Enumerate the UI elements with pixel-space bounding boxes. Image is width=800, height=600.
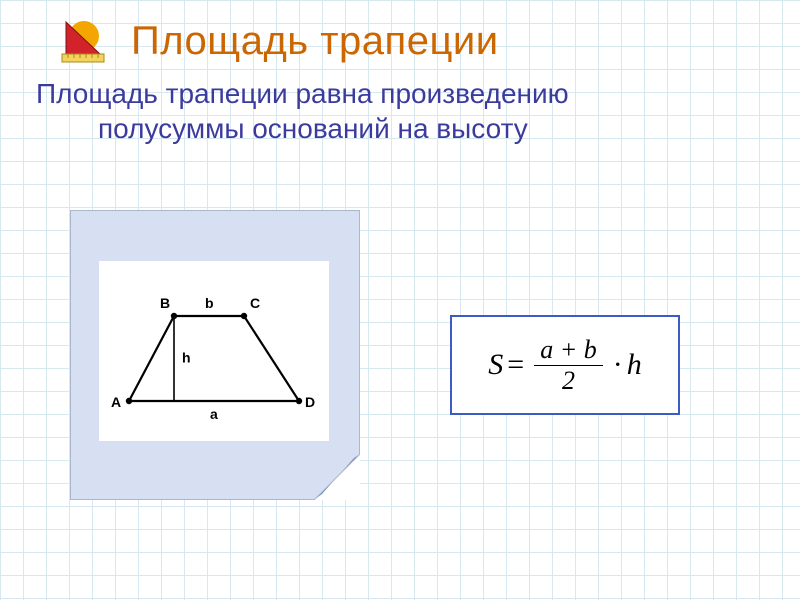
svg-text:a: a: [210, 406, 218, 422]
svg-text:A: A: [111, 394, 121, 410]
formula-h: h: [627, 348, 642, 382]
diagram-panel: A B C D a b h: [70, 210, 360, 500]
theorem-line-1: Площадь трапеции равна произведению: [36, 76, 780, 111]
page-curl-icon: [314, 454, 360, 500]
formula-denominator: 2: [556, 366, 581, 396]
svg-text:B: B: [160, 295, 170, 311]
svg-text:h: h: [182, 350, 191, 366]
slide-header: Площадь трапеции: [0, 0, 800, 64]
svg-text:b: b: [205, 295, 214, 311]
formula-fraction: a + b 2: [534, 335, 603, 396]
formula-numerator: a + b: [534, 335, 603, 366]
svg-text:D: D: [305, 394, 315, 410]
trapezoid-diagram: A B C D a b h: [99, 261, 329, 441]
svg-text:C: C: [250, 295, 260, 311]
theorem-text: Площадь трапеции равна произведению полу…: [0, 64, 800, 146]
geometry-icon: [60, 18, 106, 64]
theorem-line-2: полусуммы оснований на высоту: [36, 111, 780, 146]
area-formula: S = a + b 2 · h: [450, 315, 680, 415]
formula-S: S: [488, 348, 503, 382]
slide-title: Площадь трапеции: [131, 19, 499, 64]
formula-dot: ·: [613, 348, 623, 382]
formula-equals: =: [507, 348, 524, 382]
